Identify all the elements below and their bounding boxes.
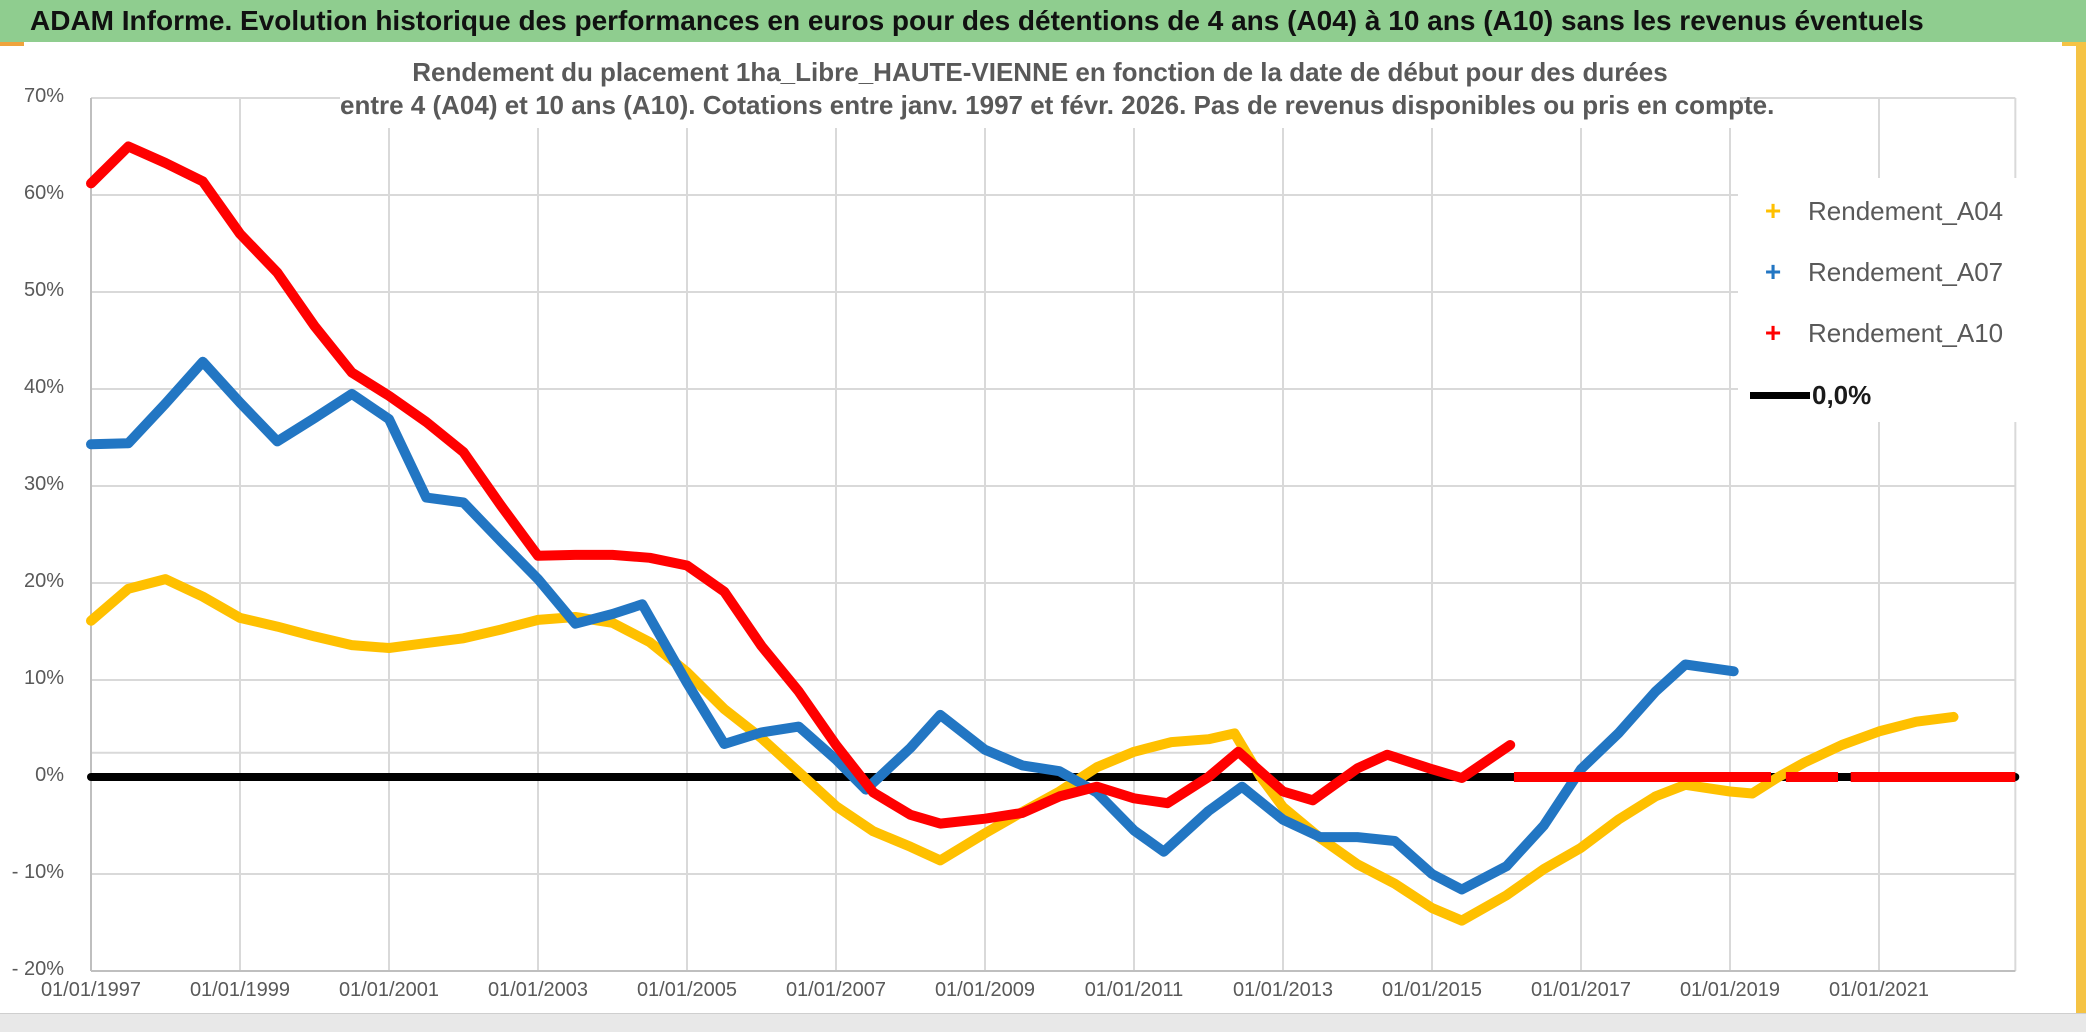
legend-item-zero[interactable]: 0,0%: [1750, 378, 1871, 412]
plus-marker-a04-icon: +: [1764, 195, 1782, 226]
x-axis-label: 01/01/2001: [338, 979, 440, 1001]
x-axis-label: 01/01/2009: [934, 979, 1036, 1001]
black-line-marker-icon: [1750, 391, 1810, 399]
series-rendement-a07: [86, 356, 1739, 895]
y-axis-label: 50%: [23, 279, 64, 301]
legend-label-zero: 0,0%: [1812, 379, 1872, 410]
legend-label-a07: Rendement_A07: [1808, 256, 2004, 287]
chart-title-line1: Rendement du placement 1ha_Libre_HAUTE-V…: [412, 57, 1668, 87]
y-axis-label: 30%: [23, 473, 64, 495]
gold-border-strip: [2075, 53, 2086, 1013]
y-axis-label: 20%: [23, 570, 64, 592]
chart-legend: + Rendement_A04 + Rendement_A07 + Rendem…: [1738, 178, 2076, 422]
x-axis-label: 01/01/1999: [189, 979, 291, 1001]
x-axis-label: 01/01/2007: [785, 979, 887, 1001]
y-axis-label: 60%: [23, 182, 64, 204]
x-axis-label: 01/01/2021: [1828, 979, 1930, 1001]
x-axis-label: 01/01/1997: [40, 979, 142, 1001]
y-axis-label: 0%: [35, 764, 64, 786]
x-axis-label: 01/01/2015: [1381, 979, 1483, 1001]
x-axis-label: 01/01/2019: [1679, 979, 1781, 1001]
x-axis-label: 01/01/2017: [1530, 979, 1632, 1001]
y-axis-label: - 20%: [11, 958, 64, 980]
legend-item-a10[interactable]: + Rendement_A10: [1750, 316, 2003, 350]
legend-item-a04[interactable]: + Rendement_A04: [1750, 194, 2003, 228]
legend-item-a07[interactable]: + Rendement_A07: [1750, 255, 2003, 289]
y-axis-label: - 10%: [11, 861, 64, 883]
x-axis-label: 01/01/2003: [487, 979, 589, 1001]
series-rendement-a10: [86, 141, 1516, 829]
x-axis-label: 01/01/2011: [1084, 979, 1184, 1001]
performance-chart[interactable]: Rendement du placement 1ha_Libre_HAUTE-V…: [0, 46, 2076, 1013]
y-axis-label: 70%: [23, 85, 64, 107]
sheet-title-bar: ADAM Informe. Evolution historique des p…: [0, 0, 2086, 42]
legend-label-a04: Rendement_A04: [1808, 195, 2004, 226]
chart-title: Rendement du placement 1ha_Libre_HAUTE-V…: [340, 52, 1775, 128]
y-axis-label: 40%: [23, 376, 64, 398]
plus-marker-a07-icon: +: [1764, 256, 1782, 287]
x-axis-label: 01/01/2013: [1232, 979, 1334, 1001]
y-axis-label: 10%: [23, 667, 64, 689]
series-rendement-a04: [86, 574, 1959, 926]
plus-marker-a10-icon: +: [1764, 317, 1782, 348]
sheet-title: ADAM Informe. Evolution historique des p…: [30, 5, 1924, 36]
chart-title-line2: entre 4 (A04) et 10 ans (A10). Cotations…: [340, 90, 1775, 120]
x-axis-label: 01/01/2005: [636, 979, 738, 1001]
legend-label-a10: Rendement_A10: [1808, 317, 2004, 348]
sheet-bottom-edge: [0, 1013, 2086, 1032]
